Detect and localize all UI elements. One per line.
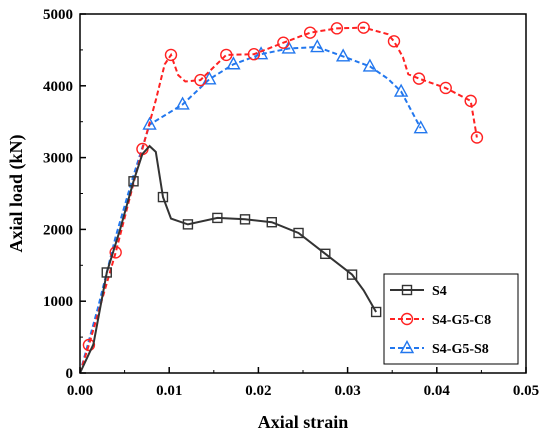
data-point-s4 [346,269,358,280]
y-tick-label: 2000 [43,222,73,238]
data-point-s4-g5-c8 [470,131,484,144]
data-point-s4-g5-c8 [82,338,96,352]
data-point-s4-g5-c8 [357,21,370,34]
data-point-s4 [182,219,194,230]
data-point-s4 [239,214,251,225]
legend-label-s4-g5-s8: S4-G5-S8 [432,342,489,357]
data-point-s4 [370,306,382,318]
y-tick-label: 4000 [43,79,73,95]
data-point-s4 [293,227,304,239]
data-point-s4-g5-c8 [412,72,426,85]
series-s4 [79,144,382,374]
data-point-s4-g5-c8 [303,26,317,39]
x-tick-label: 0.03 [334,383,360,399]
data-point-s4-g5-c8 [464,94,477,108]
data-point-s4-g5-c8 [330,22,344,35]
data-point-s4-g5-c8 [194,73,207,87]
data-point-s4-g5-s8 [393,83,409,97]
series-s4-g5-s8 [79,39,428,374]
y-tick-label: 5000 [43,7,73,23]
data-point-s4-g5-c8 [164,48,178,62]
series-line-s4-g5-s8 [79,45,422,374]
data-point-s4-g5-c8 [439,81,452,95]
legend-marker-s4-g5-c8 [400,312,414,326]
x-tick-label: 0.01 [156,383,182,399]
y-tick-label: 3000 [43,151,73,167]
data-point-s4-g5-s8 [253,46,269,60]
x-tick-label: 0.05 [513,383,539,399]
x-axis-title: Axial strain [258,412,349,432]
data-point-s4-g5-c8 [247,48,261,61]
data-point-s4-g5-s8 [362,58,378,72]
series-line-s4-g5-c8 [79,26,478,374]
legend-marker-s4 [401,284,413,296]
legend-marker-s4-g5-s8 [399,340,415,354]
plot-area: 0.00 0.01 0.02 0.03 0.04 0.05 0 1000 2000 3000 40… [43,7,539,399]
data-point-s4-g5-s8 [142,116,157,130]
x-tick-label: 0.00 [67,383,93,399]
data-point-s4 [320,248,331,260]
data-point-s4 [266,217,277,228]
legend-label-s4: S4 [432,284,447,299]
data-point-s4 [212,212,223,224]
series-line-s4 [79,144,377,374]
data-point-s4-g5-s8 [175,96,190,110]
y-axis: 0 1000 2000 3000 4000 5000 [43,7,86,382]
data-point-s4 [101,267,112,278]
series-layer [79,21,484,374]
legend: S4 S4-G5-C8 S4-G5-S8 [383,273,519,365]
data-point-s4-g5-c8 [277,36,290,49]
y-tick-label: 0 [66,366,74,382]
data-point-s4-g5-c8 [387,35,401,48]
data-point-s4-g5-s8 [310,39,325,53]
legend-label-s4-g5-c8: S4-G5-C8 [432,313,491,328]
x-axis: 0.00 0.01 0.02 0.03 0.04 0.05 [67,367,539,399]
y-axis-title: Axial load (kN) [6,134,27,252]
data-point-s4 [157,191,169,203]
x-tick-label: 0.02 [245,383,271,399]
data-point-s4-g5-s8 [335,48,351,62]
data-point-s4-g5-s8 [413,120,428,134]
data-point-s4-g5-s8 [226,56,241,70]
y-tick-label: 1000 [43,294,73,310]
data-point-s4 [128,176,139,187]
data-point-s4-g5-c8 [220,48,233,62]
x-tick-label: 0.04 [424,383,451,399]
